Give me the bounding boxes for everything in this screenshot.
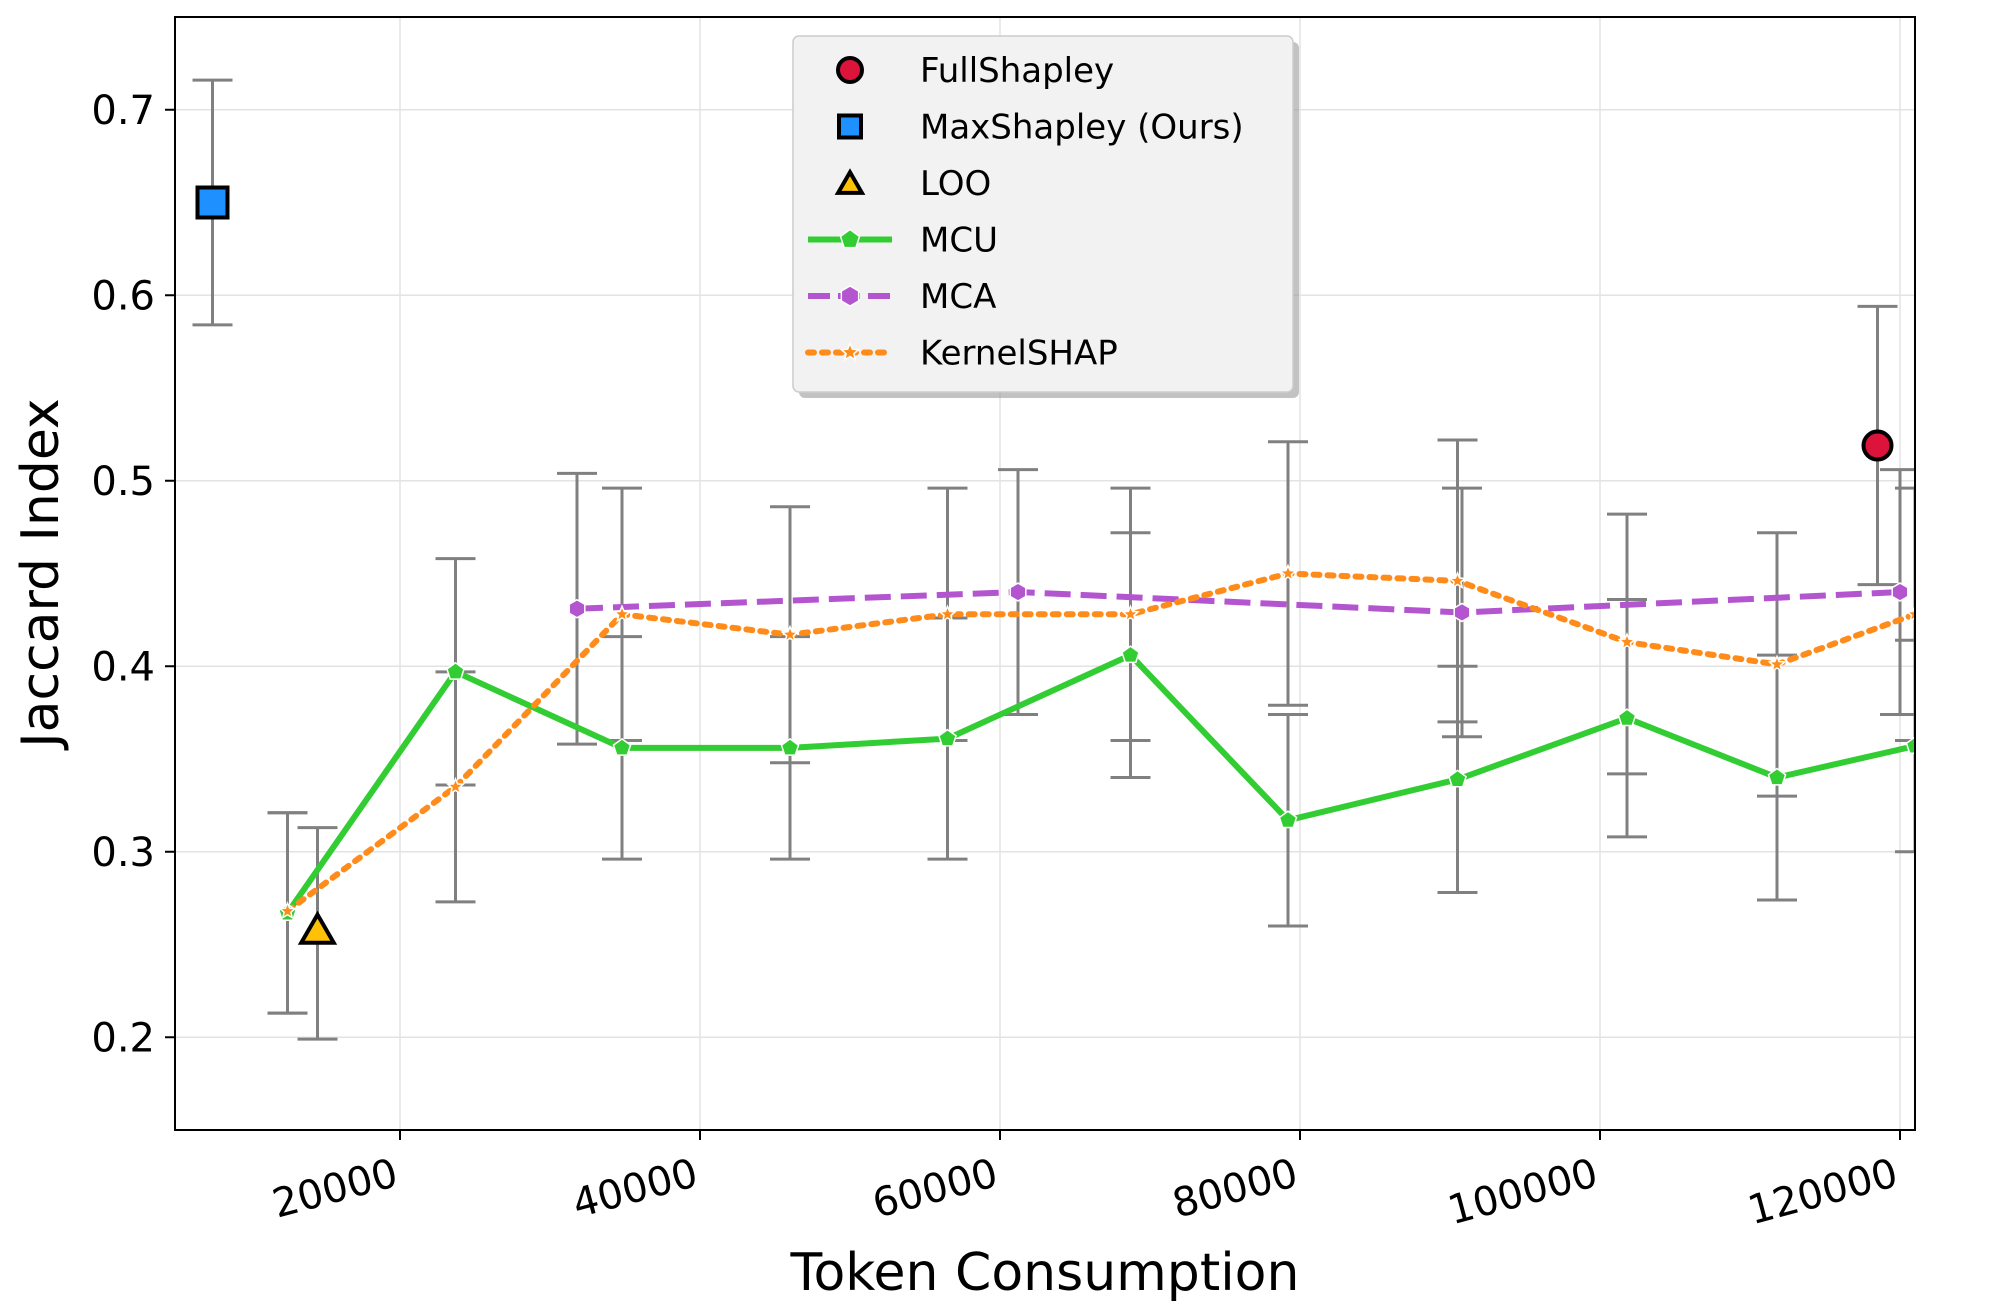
- data-point-star: [1905, 604, 1915, 623]
- data-point-square: [195, 185, 230, 220]
- data-point-pentagon: [780, 737, 800, 756]
- legend-label: FullShapley: [920, 51, 1114, 91]
- y-tick-label: 0.7: [91, 88, 155, 134]
- y-tick-label: 0.3: [91, 830, 155, 876]
- legend-marker-circle: [836, 56, 864, 84]
- data-point-triangle: [297, 910, 338, 945]
- data-point-pentagon: [1121, 645, 1140, 664]
- plot-frame: [174, 16, 1916, 1131]
- data-point-star: [1767, 654, 1787, 673]
- data-point-circle: [1861, 429, 1894, 462]
- plot-area: [192, 78, 1915, 1041]
- legend-box: [792, 35, 1294, 393]
- y-tick-label: 0.2: [91, 1015, 155, 1061]
- y-tick-label: 0.5: [91, 459, 155, 505]
- data-point-star: [938, 604, 957, 623]
- data-point-pentagon: [446, 661, 465, 680]
- legend-marker-pentagon: [839, 228, 861, 249]
- legend: FullShapley MaxShapley (Ours) LOO MCU MCA Ker…: [792, 35, 1299, 398]
- x-axis-label: Token Consumption: [790, 1243, 1300, 1303]
- y-tick-label: 0.6: [91, 273, 155, 319]
- data-point-pentagon: [1617, 708, 1637, 727]
- legend-marker-star: [839, 341, 861, 362]
- legend-label: MCU: [920, 221, 998, 261]
- data-point-pentagon: [612, 737, 632, 756]
- legend-label: LOO: [920, 164, 991, 204]
- data-point-star: [780, 624, 800, 643]
- data-point-pentagon: [1767, 767, 1787, 786]
- data-point-pentagon: [1448, 769, 1467, 788]
- series-line-mca: [576, 589, 1901, 616]
- data-point-star: [1448, 570, 1467, 589]
- y-tick-label: 0.4: [91, 644, 155, 690]
- data-point-pentagon: [1905, 736, 1915, 755]
- legend-marker-triangle: [834, 168, 866, 195]
- data-point-hexagon: [1009, 582, 1027, 602]
- data-point-star: [1617, 632, 1637, 651]
- data-point-hexagon: [568, 598, 586, 619]
- y-axis-label: Jaccard Index: [11, 398, 71, 750]
- legend-marker-hexagon: [840, 285, 860, 307]
- legend-label: MaxShapley (Ours): [920, 108, 1244, 148]
- data-point-star: [612, 604, 632, 623]
- data-point-hexagon: [1891, 582, 1909, 602]
- data-point-star: [446, 776, 465, 795]
- data-point-star: [1121, 604, 1140, 623]
- data-point-star: [1278, 563, 1298, 582]
- data-point-pentagon: [1278, 810, 1298, 829]
- legend-label: MCA: [920, 277, 996, 317]
- legend-label: KernelSHAP: [920, 334, 1118, 374]
- legend-marker-square: [837, 113, 863, 140]
- data-point-pentagon: [938, 728, 957, 747]
- data-point-star: [278, 901, 297, 920]
- data-point-hexagon: [1453, 602, 1471, 623]
